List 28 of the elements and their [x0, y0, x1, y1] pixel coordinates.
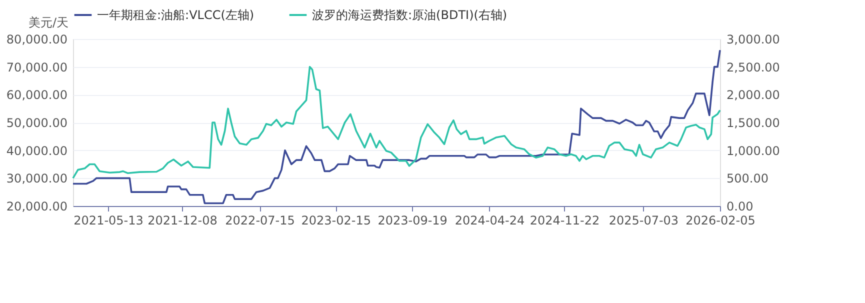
y2-tick-label: 3,000.00	[726, 32, 780, 46]
x-tick-label: 2025-07-03	[608, 214, 679, 228]
x-tick-label: 2023-09-19	[378, 214, 448, 228]
line-series	[72, 66, 721, 180]
y-tick-label: 20,000.00	[6, 200, 68, 214]
y2-tick-label: 2,500.00	[726, 60, 780, 74]
legend-label: 波罗的海运费指数:原油(BDTI)(右轴)	[312, 8, 508, 22]
x-tick-label: 2022-07-15	[225, 214, 295, 228]
y-tick-label: 80,000.00	[6, 32, 68, 46]
x-tick-label: 2021-12-08	[148, 214, 218, 228]
legend-label: 一年期租金:油船:VLCC(左轴)	[97, 8, 254, 22]
y-axis-title: 美元/天	[28, 16, 69, 30]
y2-tick-label: 500.00	[726, 172, 768, 186]
y2-tick-label: 1,500.00	[726, 116, 780, 130]
line-series	[72, 49, 721, 204]
x-tick-label: 2021-05-13	[74, 214, 144, 228]
y-tick-label: 60,000.00	[6, 88, 68, 102]
y-tick-label: 70,000.00	[6, 60, 68, 74]
x-tick-label: 2024-11-22	[530, 214, 600, 228]
y-tick-label: 30,000.00	[6, 172, 68, 186]
y2-tick-label: 1,000.00	[726, 144, 780, 158]
x-tick-label: 2023-02-15	[301, 214, 371, 228]
x-tick-label: 2024-04-24	[454, 214, 525, 228]
x-tick-label: 2026-02-05	[686, 214, 756, 228]
y2-tick-label: 2,000.00	[726, 88, 780, 102]
y-tick-label: 40,000.00	[6, 144, 68, 158]
y2-tick-label: 0.00	[726, 200, 754, 214]
y-tick-label: 50,000.00	[6, 116, 68, 130]
